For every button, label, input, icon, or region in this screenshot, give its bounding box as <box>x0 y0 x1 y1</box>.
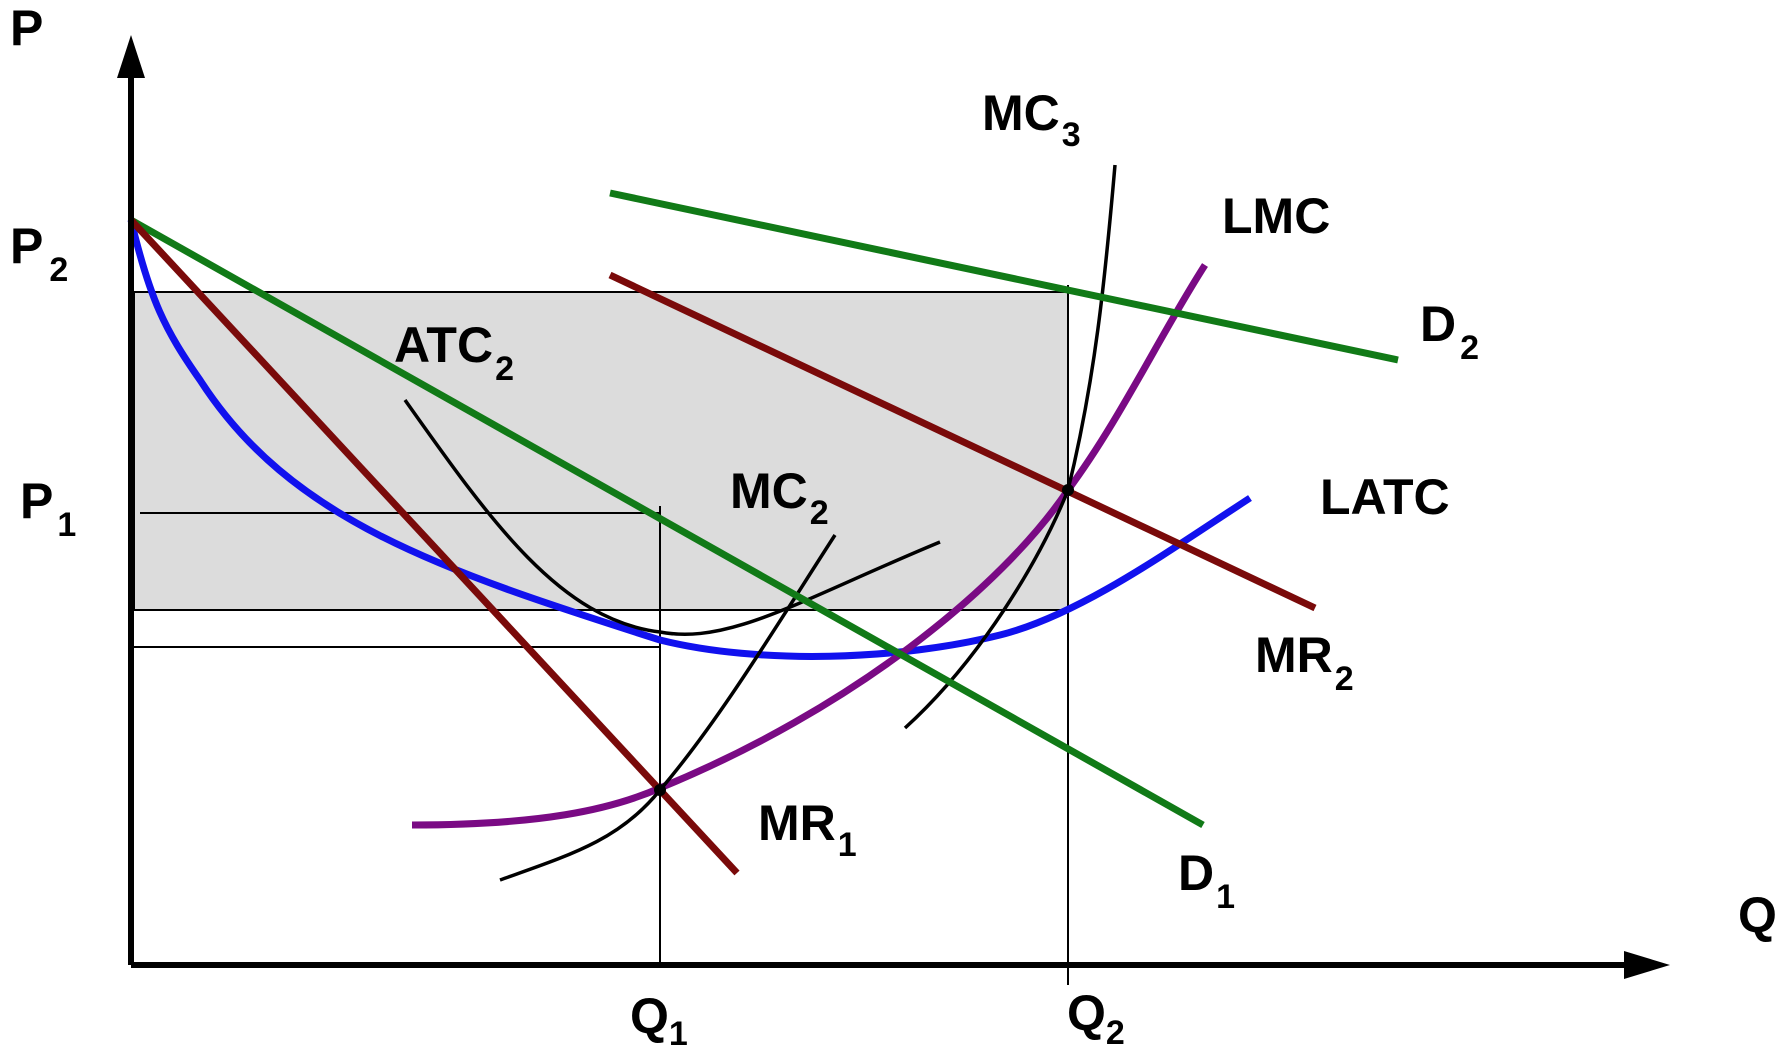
q2-label-main: Q <box>1067 985 1106 1041</box>
demand-curves <box>129 189 1399 829</box>
p2-label-sub: 2 <box>49 251 68 289</box>
q1-label-main: Q <box>630 988 669 1044</box>
y-axis-label: P <box>10 0 43 56</box>
y-axis-arrowhead <box>117 35 145 78</box>
latc-label-main: LATC <box>1320 469 1450 525</box>
d1-label-sub: 1 <box>1216 878 1235 916</box>
mr1-line <box>128 217 740 876</box>
q1-label-sub: 1 <box>669 1015 688 1050</box>
mc3-label: MC3 <box>982 85 1081 154</box>
axes <box>128 70 1630 968</box>
atc2-label-sub: 2 <box>495 350 514 388</box>
d1-label: D1 <box>1178 845 1235 916</box>
mr2-label-main: MR <box>1255 627 1333 683</box>
atc2-label-main: ATC <box>394 317 493 373</box>
mc2-label-sub: 2 <box>810 494 829 532</box>
mc2-label-main: MC <box>730 463 808 519</box>
atc2-curve <box>403 398 941 636</box>
mr1-label-main: MR <box>758 795 836 851</box>
q2-intersection-dot <box>1062 484 1074 496</box>
q1-label: Q1 <box>630 988 688 1050</box>
x-axis-arrowhead <box>1624 951 1670 979</box>
lmc-label: LMC <box>1222 188 1330 244</box>
mc3-curve <box>1066 164 1117 491</box>
mr2-line <box>608 271 1317 612</box>
mc2-label: MC2 <box>730 463 829 532</box>
mc3-label-main: MC <box>982 85 1060 141</box>
d2-label-sub: 2 <box>1460 329 1479 367</box>
atc2-label: ATC2 <box>394 317 514 388</box>
latc-label: LATC <box>1320 469 1450 525</box>
lmc-curve <box>411 263 1208 829</box>
x-axis-label: Q <box>1738 887 1777 943</box>
lmc-label-main: LMC <box>1222 188 1330 244</box>
profit-shading <box>133 291 1069 611</box>
marginal-revenue-curves <box>128 217 1317 876</box>
p1-label-sub: 1 <box>57 506 76 544</box>
mr1-label: MR1 <box>758 795 857 864</box>
latc-curve <box>127 219 1252 660</box>
p2-label-main: P <box>10 218 43 274</box>
mc3-label-sub: 3 <box>1062 116 1081 154</box>
mc2-curve <box>903 489 1070 730</box>
d2-line <box>609 189 1399 364</box>
d1-line <box>129 216 1205 829</box>
short-run-curves <box>403 164 1117 882</box>
q2-label: Q2 <box>1067 985 1125 1050</box>
p1-label-main: P <box>20 473 53 529</box>
mc1-curve <box>499 534 837 882</box>
mr2-label-sub: 2 <box>1335 660 1354 698</box>
d2-label-main: D <box>1420 296 1456 352</box>
q2-label-sub: 2 <box>1106 1014 1125 1050</box>
mr1-label-sub: 1 <box>838 826 857 864</box>
mr2-label: MR2 <box>1255 627 1354 698</box>
q1-intersection-dot <box>654 784 666 796</box>
d1-label-main: D <box>1178 845 1214 901</box>
